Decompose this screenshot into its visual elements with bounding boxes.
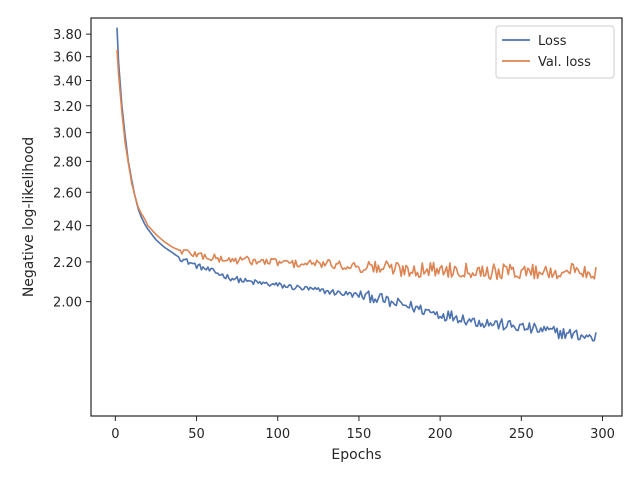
y-tick-label: 2.40 — [53, 220, 82, 235]
y-tick-label: 3.00 — [53, 127, 82, 142]
legend-box — [495, 25, 615, 79]
x-tick-label: 250 — [509, 427, 534, 442]
y-tick-label: 2.00 — [53, 296, 82, 311]
series-line-val-loss — [116, 49, 597, 280]
y-tick-label: 3.40 — [53, 74, 82, 89]
x-tick-label: 300 — [590, 427, 615, 442]
y-tick-label: 2.60 — [53, 186, 82, 201]
y-tick-label: 3.80 — [53, 28, 82, 43]
legend-label-loss: Loss — [538, 34, 567, 49]
series-line-loss — [116, 27, 597, 342]
x-axis-label: Epochs — [331, 447, 381, 463]
y-tick-label: 2.20 — [53, 256, 82, 271]
legend-label-val-loss: Val. loss — [538, 55, 591, 70]
x-tick-label: 200 — [428, 427, 453, 442]
x-tick-label: 100 — [265, 427, 290, 442]
x-tick-label: 50 — [188, 427, 205, 442]
y-tick-label: 3.60 — [53, 51, 82, 66]
x-tick-label: 150 — [347, 427, 372, 442]
x-tick-label: 0 — [111, 427, 119, 442]
y-tick-label: 3.20 — [53, 100, 82, 115]
y-axis-label: Negative log-likelihood — [21, 137, 37, 297]
plot-frame — [90, 17, 623, 417]
y-tick-label: 2.80 — [53, 155, 82, 170]
